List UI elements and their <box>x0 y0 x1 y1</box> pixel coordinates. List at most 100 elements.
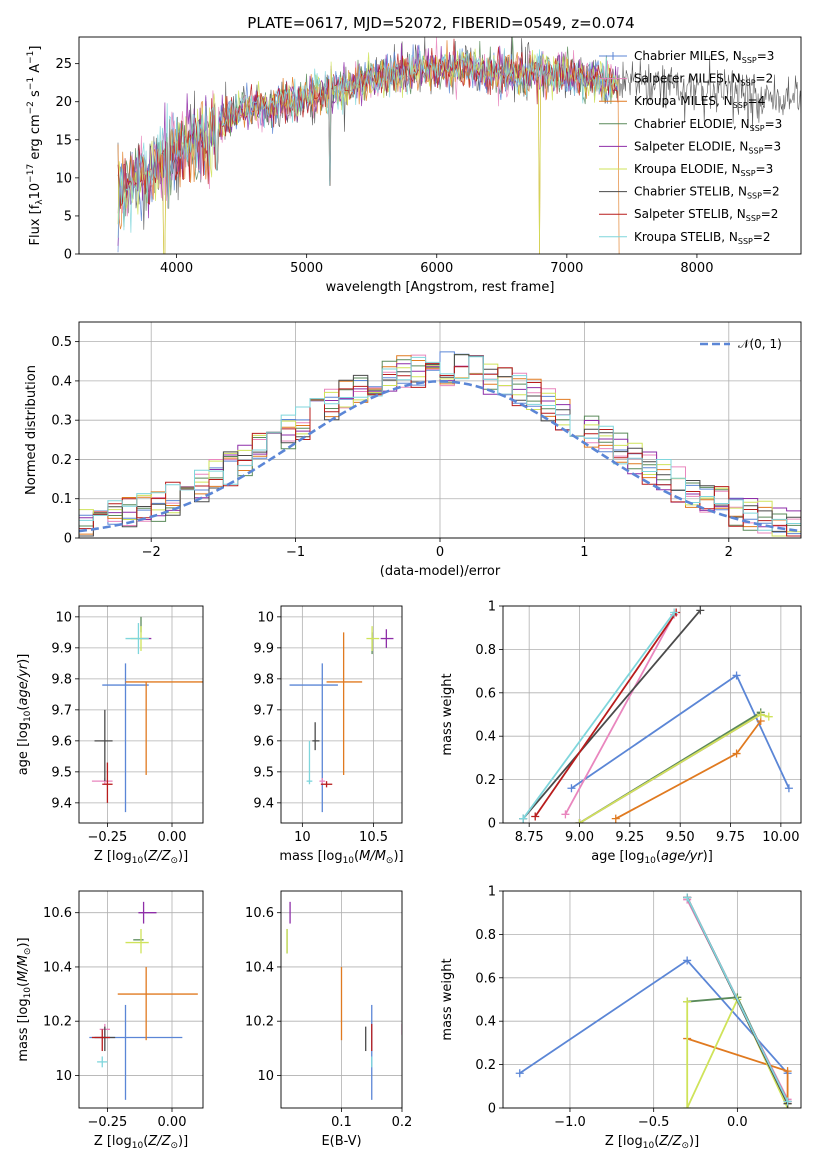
weight-marker <box>683 893 692 902</box>
x-tick-label: −2 <box>142 545 161 560</box>
y-axis-label: Flux [fλ10−17 erg cm−2 s−1 A−1] <box>26 46 45 246</box>
y-tick-label: 10 <box>55 1069 72 1084</box>
y-tick-label: 1 <box>488 885 496 900</box>
y-tick-label: 10.4 <box>43 960 72 975</box>
y-tick-label: 10 <box>257 610 274 625</box>
y-tick-label: 9.9 <box>253 641 274 656</box>
errorbar-point <box>319 778 326 785</box>
y-tick-label: 0.6 <box>475 686 496 701</box>
weight-marker <box>561 810 570 819</box>
y-tick-label: 0.4 <box>475 1015 496 1030</box>
y-tick-label: 10 <box>257 1069 274 1084</box>
y-tick-label: 0.4 <box>51 374 72 389</box>
x-tick-label: 0 <box>436 545 444 560</box>
plot-area <box>79 351 801 537</box>
x-tick-label: 0.0 <box>727 1115 748 1130</box>
y-tick-label: 9.4 <box>253 796 274 811</box>
errorbar-point <box>125 681 203 775</box>
weight-marker <box>575 819 584 823</box>
weight-marker <box>519 814 528 823</box>
plot-area <box>89 901 198 1100</box>
y-tick-label: 10.2 <box>245 1015 274 1030</box>
errorbar-point <box>306 740 313 785</box>
axes-frame <box>502 605 802 824</box>
axes-frame <box>280 890 403 1109</box>
x-tick-label: 2 <box>725 545 733 560</box>
x-tick-label: −0.5 <box>638 1115 670 1130</box>
plot-area <box>117 37 801 254</box>
weight-series-line <box>522 609 701 820</box>
y-tick-label: 9.5 <box>51 765 72 780</box>
y-axis-label: mass weight <box>440 673 455 755</box>
chart-residuals: −2 −1 0 1 2 0 0.1 0.2 0.3 0.4 0.5 (data-model)/erro… <box>24 321 802 579</box>
y-tick-label: 0.5 <box>51 335 72 350</box>
weight-marker <box>531 812 540 821</box>
errorbar-point <box>97 1056 108 1068</box>
y-tick-label: 9.6 <box>51 734 72 749</box>
legend-label: Kroupa STELIB, NSSP=2 <box>634 230 771 246</box>
weight-series-line <box>564 614 675 815</box>
x-tick-label: −1 <box>286 545 305 560</box>
y-tick-label: 10.6 <box>245 906 274 921</box>
weight-marker <box>515 1069 524 1078</box>
errorbar-point <box>326 632 363 775</box>
legend-label: Chabrier STELIB, NSSP=2 <box>634 185 780 201</box>
y-tick-label: 10.2 <box>43 1015 72 1030</box>
errorbar-point <box>312 722 320 751</box>
legend-label: Chabrier MILES, NSSP=3 <box>634 49 774 65</box>
spectrum-line <box>117 48 619 238</box>
weight-marker <box>683 956 692 965</box>
x-tick-label: 1 <box>580 545 588 560</box>
y-axis-label: Normed distribution <box>24 365 39 495</box>
weight-marker <box>683 1104 692 1108</box>
axes-frame <box>280 605 403 824</box>
weight-series-line <box>522 611 675 820</box>
x-tick-label: 0.1 <box>331 1115 352 1130</box>
y-tick-label: 0 <box>488 1102 496 1117</box>
plot-area <box>289 626 394 813</box>
chart-spectrum: 4000 5000 6000 7000 8000 0 5 10 15 20 25 wavelength… <box>26 36 802 295</box>
weight-marker <box>783 1067 792 1076</box>
x-tick-label: 0.2 <box>392 1115 413 1130</box>
axes-frame <box>78 605 204 824</box>
legend-label: Kroupa MILES, NSSP=4 <box>634 94 765 110</box>
errorbar-point <box>117 966 198 1041</box>
weight-marker <box>756 710 765 719</box>
y-tick-label: 0.6 <box>475 971 496 986</box>
y-tick-label: 0.8 <box>475 643 496 658</box>
weight-marker <box>611 814 620 823</box>
x-tick-label: 5000 <box>290 261 323 276</box>
chart-mass-vs-Z: −0.25 0.00 10 10.2 10.4 10.6 Z [log10(Z/Z⊙)] ma… <box>16 890 204 1151</box>
weight-marker <box>783 1097 792 1106</box>
errorbar-point <box>289 663 338 813</box>
errorbar-point <box>102 762 113 803</box>
x-axis-label: E(B-V) <box>321 1134 361 1149</box>
y-tick-label: 0.8 <box>475 928 496 943</box>
y-tick-label: 0.4 <box>475 730 496 745</box>
y-tick-label: 9.8 <box>253 672 274 687</box>
x-tick-label: 10.00 <box>762 830 799 845</box>
axes-frame <box>502 890 802 1109</box>
y-tick-label: 1 <box>488 600 496 615</box>
errorbar-point <box>125 928 149 954</box>
x-tick-label: 0.00 <box>158 830 187 845</box>
errorbar-point <box>366 626 380 651</box>
x-tick-label: 7000 <box>550 261 583 276</box>
errorbar-point <box>380 629 394 648</box>
y-tick-label: 5 <box>64 209 72 224</box>
y-tick-label: 10.6 <box>43 906 72 921</box>
chart-mass-vs-ebv: 0.1 0.2 10 10.2 10.4 10.6 E(B-V) <box>245 890 413 1149</box>
chart-age-vs-Z: −0.25 0.00 9.4 9.5 9.6 9.7 9.8 9.9 10 Z [log10(Z/… <box>16 605 204 866</box>
y-tick-label: 15 <box>55 133 72 148</box>
legend-label: Kroupa ELODIE, NSSP=3 <box>634 162 773 178</box>
y-tick-label: 0 <box>64 532 72 547</box>
weight-marker <box>732 671 741 680</box>
y-axis-label: mass [log10(M/M⊙)] <box>16 937 33 1061</box>
plot-area <box>519 606 793 823</box>
x-tick-label: 4000 <box>160 261 193 276</box>
y-tick-label: 0.2 <box>475 1058 496 1073</box>
weight-marker <box>764 712 773 721</box>
legend-marker <box>609 52 617 60</box>
plot-area <box>286 901 402 1100</box>
